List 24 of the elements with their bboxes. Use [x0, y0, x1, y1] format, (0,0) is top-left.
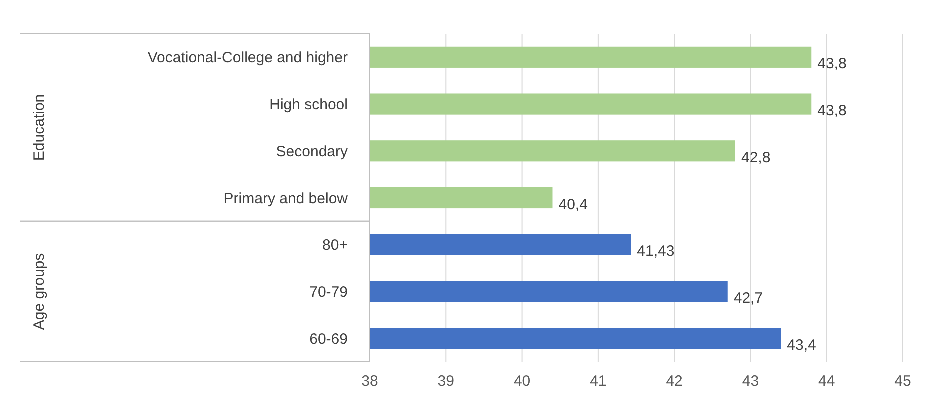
x-tick-label: 40	[514, 373, 531, 390]
text: Age groups	[31, 253, 48, 330]
data-label: 42,7	[734, 290, 764, 307]
x-tick-label: 43	[742, 373, 760, 390]
data-label: 43,4	[787, 336, 816, 354]
data-label: 41,43	[637, 243, 675, 260]
data-label: 43,8	[818, 56, 847, 73]
data-label: 40,4	[558, 196, 588, 214]
y-tick-label: 80+	[322, 237, 348, 254]
y-tick-label: Secondary	[276, 143, 348, 160]
y-tick-label: 70-79	[310, 284, 348, 301]
data-label: 43,8	[818, 102, 847, 120]
x-tick-label: 42	[666, 373, 683, 390]
y-tick-label: 60-69	[310, 330, 348, 348]
y-tick-label: Vocational-College and higher	[148, 50, 348, 67]
x-tick-label: 44	[818, 373, 836, 390]
data-label: 42,8	[741, 149, 771, 166]
text: Education	[31, 94, 48, 162]
y-tick-label: High school	[270, 96, 348, 114]
x-tick-label: 45	[894, 373, 912, 390]
x-tick-label: 38	[362, 373, 378, 390]
x-tick-label: 39	[438, 373, 454, 390]
y-tick-label: Primary and below	[224, 190, 348, 208]
x-tick-label: 41	[590, 373, 607, 390]
